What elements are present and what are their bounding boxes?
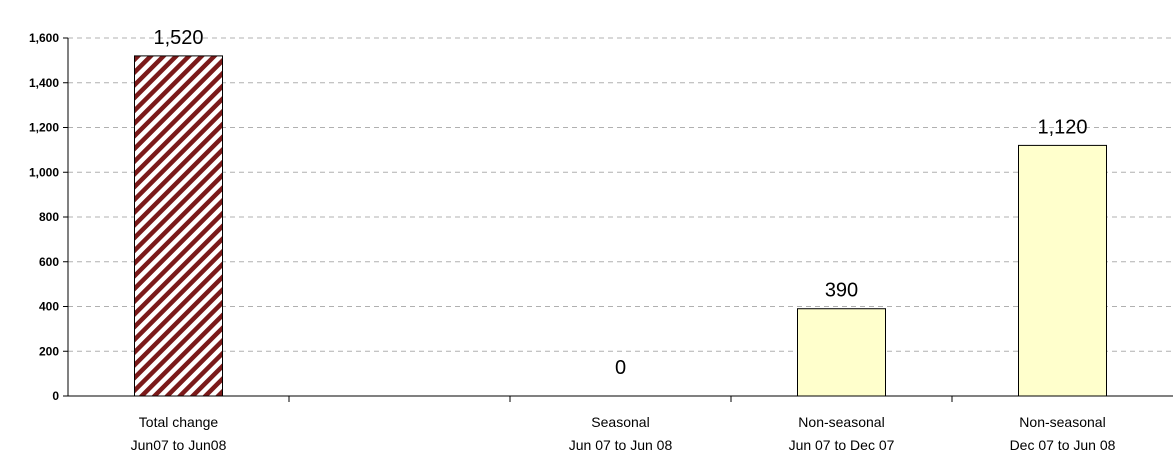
x-tick-label: Non-seasonal [798, 414, 884, 430]
bar [134, 55, 223, 397]
data-label: 0 [615, 357, 626, 379]
x-tick-label: Non-seasonal [1019, 414, 1105, 430]
y-tick-label: 800 [39, 210, 59, 224]
data-label: 1,520 [153, 27, 203, 49]
data-label: 390 [825, 280, 858, 302]
y-tick-label: 200 [39, 344, 59, 358]
y-tick-label: 600 [39, 255, 59, 269]
y-tick-label: 1,400 [29, 76, 59, 90]
gridlines [68, 37, 1173, 352]
y-tick-label: 0 [52, 389, 59, 403]
labels: 0 200 400 600 800 1,000 1,200 1,400 1,600 1,520 To… [29, 27, 1116, 453]
bar [797, 308, 886, 397]
x-tick-label: Jun 07 to Jun 08 [569, 437, 673, 453]
y-tick-label: 1,000 [29, 165, 59, 179]
x-tick-label: Dec 07 to Jun 08 [1010, 437, 1116, 453]
y-tick-label: 400 [39, 300, 59, 314]
x-tick-label: Jun07 to Jun08 [131, 437, 227, 453]
x-tick-label: Total change [139, 414, 219, 430]
data-label: 1,120 [1037, 116, 1087, 138]
y-tick-label: 1,200 [29, 121, 59, 135]
bars [134, 55, 1107, 397]
x-tick-label: Seasonal [591, 414, 649, 430]
x-tick-label: Jun 07 to Dec 07 [789, 437, 895, 453]
y-tick-label: 1,600 [29, 31, 59, 45]
axes [63, 37, 1173, 402]
bar [1018, 144, 1107, 397]
